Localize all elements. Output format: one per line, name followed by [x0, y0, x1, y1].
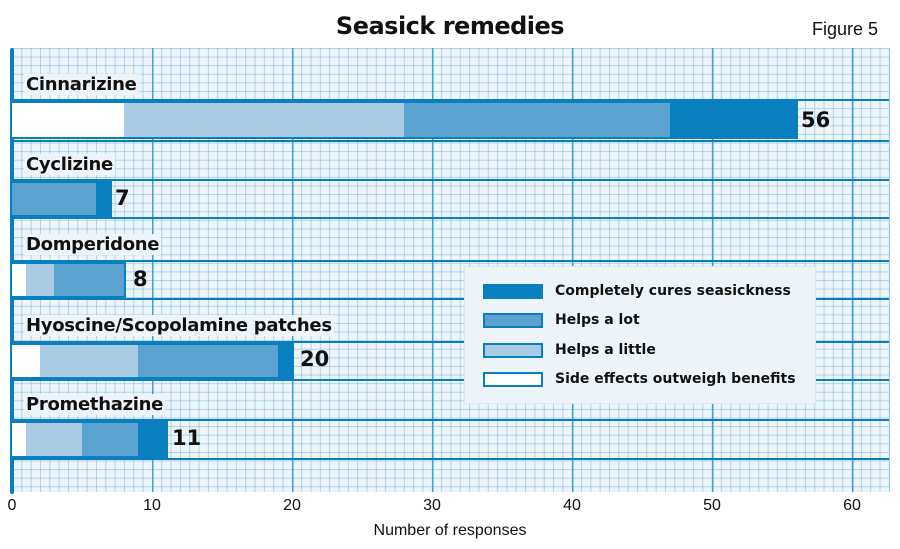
- segment-side-effects: [12, 345, 40, 377]
- legend-label: Helps a little: [555, 342, 656, 358]
- row-label-cyclizine: Cyclizine: [24, 154, 115, 175]
- segment-helps-little: [26, 423, 82, 456]
- segment-helps-lot: [138, 345, 278, 377]
- total-cyclizine: 7: [115, 186, 130, 210]
- row-band: [12, 99, 889, 142]
- segment-side-effects: [12, 423, 26, 456]
- segment-helps-little: [26, 264, 54, 296]
- row-band: [12, 179, 889, 219]
- bar-cyclizine: [12, 181, 112, 217]
- segment-cures: [96, 183, 110, 215]
- segment-helps-little: [40, 345, 138, 377]
- segment-helps-lot: [54, 264, 124, 296]
- x-tick: 10: [143, 497, 161, 514]
- x-tick: 60: [843, 497, 861, 514]
- total-hyoscine: 20: [300, 347, 330, 371]
- x-tick: 40: [563, 497, 581, 514]
- segment-helps-little: [124, 103, 404, 137]
- figure-label: Figure 5: [811, 19, 878, 39]
- legend-item-helps-little: Helps a little: [483, 342, 656, 358]
- segment-helps-lot: [82, 423, 138, 456]
- legend-swatch-side-effects: [483, 371, 543, 387]
- segment-helps-lot: [12, 183, 96, 215]
- x-axis-label: Number of responses: [373, 522, 527, 539]
- legend-item-helps-lot: Helps a lot: [483, 312, 640, 328]
- bar-domperidone: [12, 262, 126, 298]
- total-promethazine: 11: [172, 426, 202, 450]
- segment-helps-lot: [404, 103, 670, 137]
- segment-cures: [670, 103, 796, 137]
- segment-cures: [138, 423, 166, 456]
- row-band: [12, 341, 889, 381]
- segment-cures: [278, 345, 292, 377]
- legend-item-side-effects: Side effects outweigh benefits: [483, 371, 796, 387]
- legend-swatch-helps-lot: [483, 312, 543, 328]
- legend-label: Completely cures seasickness: [555, 283, 791, 299]
- x-tick: 50: [703, 497, 721, 514]
- row-band: [12, 260, 889, 300]
- segment-side-effects: [12, 103, 124, 137]
- legend: Completely cures seasickness Helps a lot…: [465, 267, 815, 403]
- legend-item-cures: Completely cures seasickness: [483, 283, 791, 299]
- legend-label: Helps a lot: [555, 312, 640, 328]
- legend-label: Side effects outweigh benefits: [555, 371, 796, 387]
- row-label-cinnarizine: Cinnarizine: [24, 74, 139, 95]
- chart-title: Seasick remedies: [335, 12, 565, 40]
- bar-hyoscine: [12, 343, 294, 379]
- total-cinnarizine: 56: [801, 108, 831, 132]
- bar-promethazine: [12, 421, 168, 458]
- segment-side-effects: [12, 264, 26, 296]
- legend-swatch-helps-little: [483, 342, 543, 358]
- bar-cinnarizine: [12, 101, 798, 139]
- row-label-domperidone: Domperidone: [24, 234, 162, 255]
- x-tick: 20: [283, 497, 301, 514]
- legend-swatch-cures: [483, 283, 543, 299]
- row-label-promethazine: Promethazine: [24, 394, 166, 415]
- row-label-hyoscine: Hyoscine/Scopolamine patches: [24, 315, 334, 336]
- row-band: [12, 419, 889, 460]
- x-tick: 0: [7, 497, 17, 514]
- total-domperidone: 8: [133, 267, 148, 291]
- x-tick: 30: [423, 497, 441, 514]
